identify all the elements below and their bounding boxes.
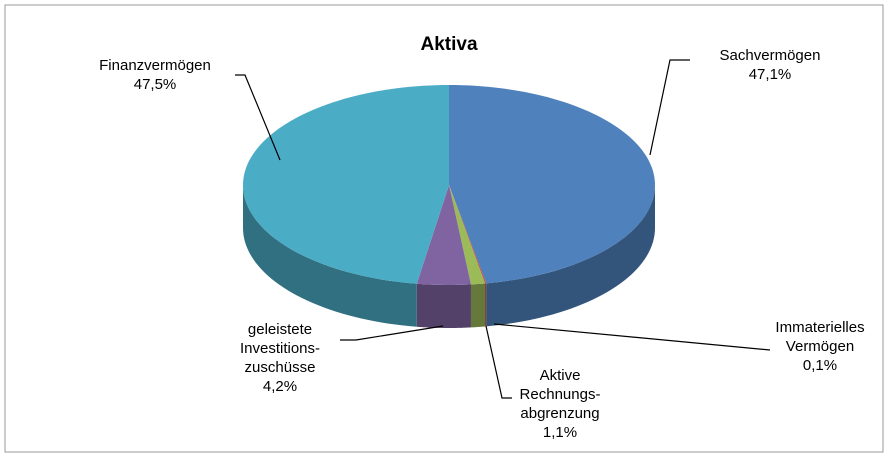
slice-side: [470, 283, 486, 328]
slice-top: [449, 185, 486, 285]
pie-slice: [486, 185, 655, 327]
category-label: Immaterielles Vermögen: [775, 319, 865, 355]
data-label: Finanzvermögen 47,5%: [99, 56, 211, 94]
data-label: Aktive Rechnungs- abgrenzung 1,1%: [520, 366, 601, 442]
leader-line: [485, 325, 512, 399]
pie-slice: [416, 283, 471, 328]
pie-slice-top: [243, 85, 449, 284]
slice-side: [486, 185, 655, 327]
leader-lines: [235, 59, 771, 399]
value-label: 0,1%: [802, 357, 838, 374]
category-label: Finanzvermögen: [99, 57, 211, 74]
pie-slice: [485, 283, 487, 327]
leader-line: [493, 323, 771, 351]
category-label: Aktive Rechnungs- abgrenzung: [519, 367, 601, 422]
slice-side: [243, 185, 417, 327]
data-label: Sachvermögen 47,1%: [720, 46, 821, 84]
data-label: Immaterielles Vermögen 0,1%: [775, 318, 864, 375]
pie-slice-top: [449, 185, 486, 285]
chart-title: Aktiva: [420, 34, 478, 55]
pie-slice: [243, 185, 417, 327]
value-label: 4,2%: [262, 378, 298, 395]
slice-top: [449, 85, 655, 284]
leader-line: [649, 59, 690, 156]
category-label: geleistete Investitions- zuschüsse: [239, 321, 321, 376]
pie-slice-top: [416, 185, 471, 285]
category-label: Sachvermögen: [719, 47, 821, 64]
pie-slice-top: [449, 85, 655, 284]
data-label: geleistete Investitions- zuschüsse 4,2%: [240, 320, 320, 396]
leader-line: [235, 74, 281, 161]
slice-top: [449, 185, 487, 284]
value-label: 47,1%: [748, 66, 792, 83]
slice-side: [485, 283, 487, 327]
slice-top: [416, 185, 471, 285]
pie-slice-top: [449, 185, 487, 284]
pie-slice: [470, 283, 486, 328]
value-label: 1,1%: [542, 424, 578, 441]
value-label: 47,5%: [133, 76, 177, 93]
leader-line: [340, 325, 444, 341]
slice-side: [416, 283, 471, 328]
pie: [243, 85, 655, 328]
pie-sides: [243, 185, 655, 328]
pie-tops: [243, 85, 655, 285]
slice-top: [243, 85, 449, 284]
